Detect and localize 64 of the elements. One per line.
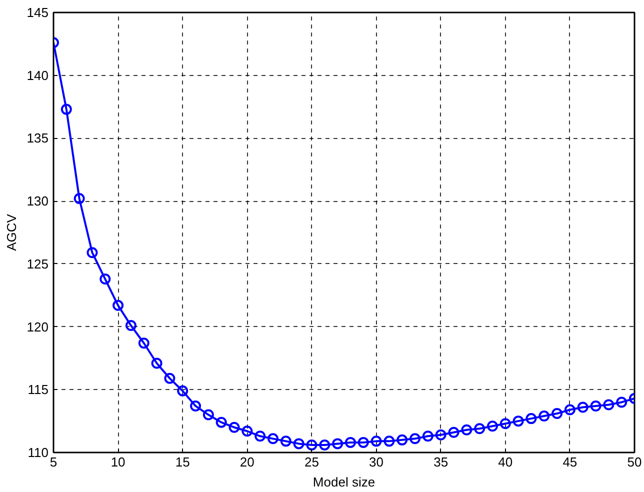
x-tick-label: 25 (304, 454, 319, 470)
point (435, 429, 446, 440)
point (86, 247, 98, 258)
point (474, 423, 486, 434)
y-tick-label: 135 (26, 130, 49, 146)
point (448, 426, 460, 438)
x-tick-label: 5 (50, 454, 58, 470)
point (138, 338, 150, 349)
x-tick-label: 35 (434, 454, 448, 470)
y-axis-title: AGCV (4, 214, 19, 251)
point (603, 399, 614, 410)
point (552, 408, 563, 420)
point (410, 433, 421, 444)
point (190, 400, 202, 412)
point (526, 413, 537, 424)
point (254, 430, 266, 442)
point (280, 436, 292, 447)
point (461, 424, 472, 436)
x-tick-label: 50 (627, 454, 642, 470)
point (590, 400, 602, 412)
x-tick-label: 15 (175, 454, 190, 470)
y-tick-label: 130 (26, 194, 49, 209)
point (74, 193, 85, 204)
x-axis-title: Model size (312, 474, 376, 490)
point (344, 436, 356, 448)
point (319, 439, 330, 450)
y-tick-label: 125 (26, 256, 49, 272)
point (422, 430, 434, 442)
point (164, 372, 176, 384)
x-tick-label: 10 (110, 454, 126, 470)
point (538, 410, 550, 422)
point (216, 416, 227, 428)
point (242, 426, 253, 437)
point (228, 422, 240, 433)
y-tick-label: 110 (28, 445, 49, 460)
y-tick-label: 115 (28, 382, 49, 398)
y-tick-label: 145 (26, 5, 49, 20)
point (358, 436, 369, 448)
point (384, 436, 395, 447)
point (577, 402, 588, 413)
point (396, 434, 408, 446)
y-tick-label: 120 (26, 319, 49, 334)
point (267, 433, 278, 444)
point (616, 396, 628, 408)
point (202, 409, 214, 420)
x-tick-label: 45 (562, 454, 578, 470)
point (500, 418, 511, 430)
point (125, 320, 136, 332)
x-tick-label: 30 (369, 454, 384, 470)
point (293, 438, 304, 450)
point (332, 438, 344, 450)
point (370, 436, 382, 447)
y-tick-label: 140 (26, 68, 49, 83)
point (486, 420, 498, 432)
point (60, 104, 72, 115)
point (512, 416, 524, 427)
point (306, 439, 318, 450)
point (177, 385, 188, 396)
point (100, 274, 111, 285)
point (112, 300, 124, 311)
x-tick-label: 20 (240, 454, 254, 470)
point (564, 404, 576, 416)
point (151, 358, 162, 369)
x-tick-label: 40 (498, 454, 513, 470)
